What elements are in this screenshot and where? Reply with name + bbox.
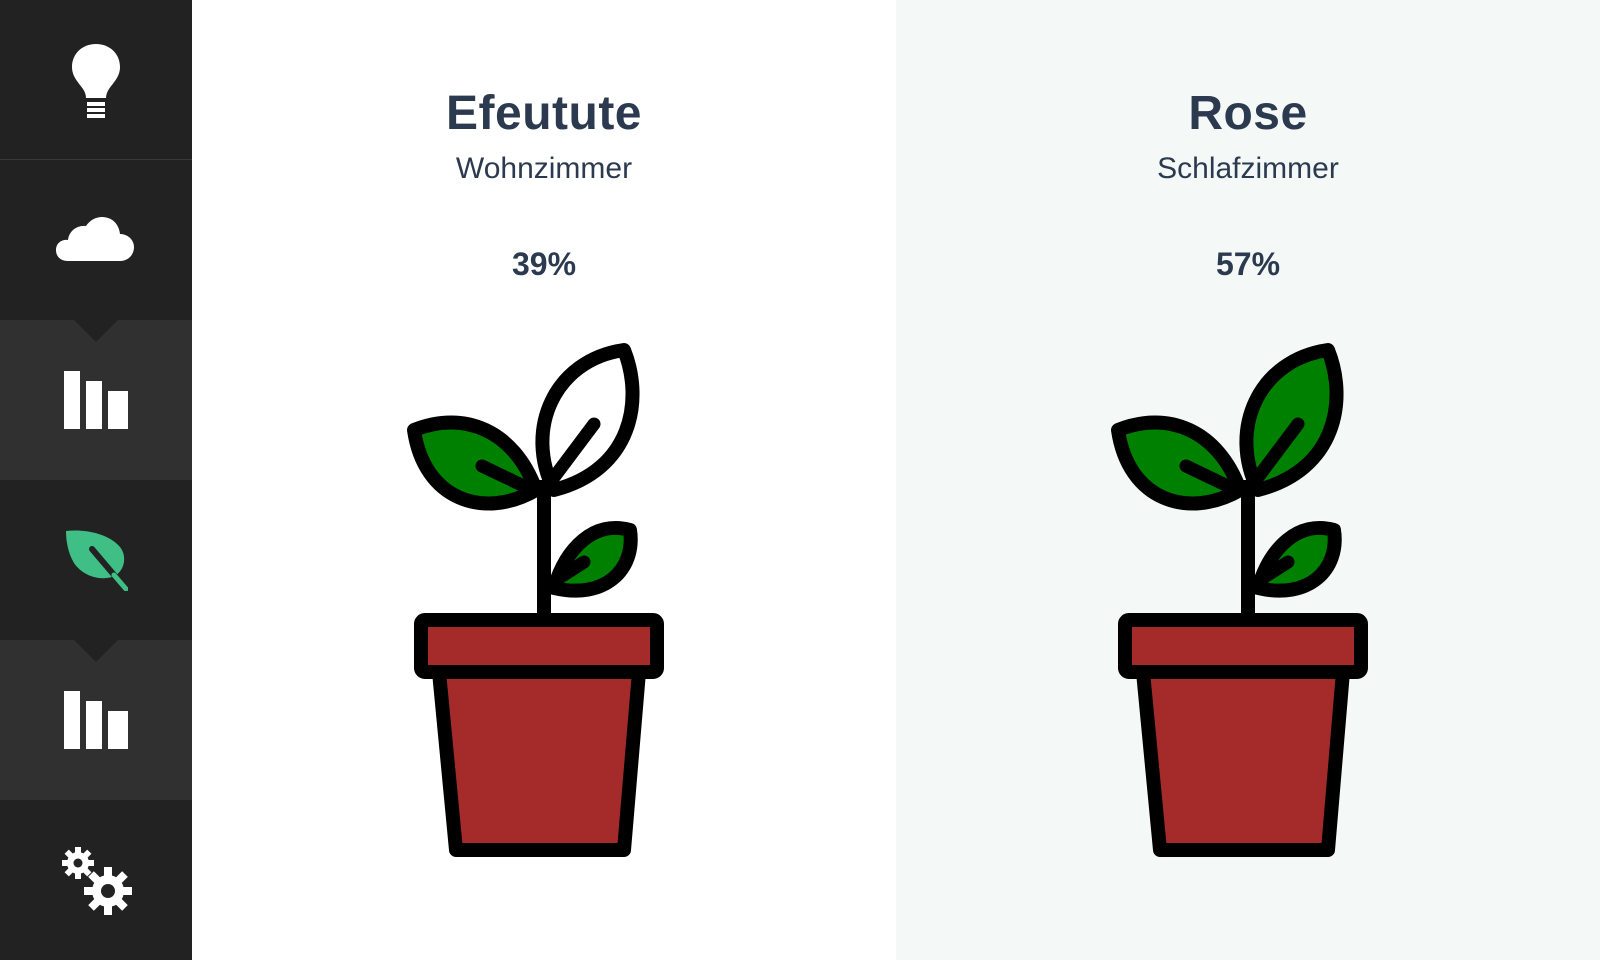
sidebar-item-light[interactable] bbox=[0, 0, 192, 160]
bar-chart-icon bbox=[64, 691, 128, 749]
sidebar-item-plants[interactable] bbox=[0, 480, 192, 640]
bar-chart-icon bbox=[64, 371, 128, 429]
potted-plant-icon bbox=[404, 340, 684, 880]
lightbulb-icon bbox=[70, 42, 122, 118]
sidebar-item-settings[interactable] bbox=[0, 800, 192, 960]
cloud-icon bbox=[56, 217, 136, 263]
sidebar bbox=[0, 0, 192, 960]
moisture-percentage: 39% bbox=[511, 246, 577, 282]
plant-room: Wohnzimmer bbox=[455, 152, 633, 185]
plant-room: Schlafzimmer bbox=[1157, 152, 1339, 185]
plant-name: Efeutute bbox=[446, 87, 642, 140]
sidebar-item-statistics[interactable] bbox=[0, 320, 192, 480]
gears-icon bbox=[60, 845, 132, 915]
sidebar-item-weather[interactable] bbox=[0, 160, 192, 320]
leaf-icon bbox=[64, 529, 128, 591]
moisture-percentage: 57% bbox=[1215, 246, 1281, 282]
plant-name: Rose bbox=[1188, 87, 1308, 140]
plant-card[interactable]: Rose Schlafzimmer 57% bbox=[896, 0, 1600, 960]
plant-overview: Efeutute Wohnzimmer 39% bbox=[192, 0, 1600, 960]
potted-plant-icon bbox=[1108, 340, 1388, 880]
sidebar-item-statistics-2[interactable] bbox=[0, 640, 192, 800]
plant-card[interactable]: Efeutute Wohnzimmer 39% bbox=[192, 0, 896, 960]
